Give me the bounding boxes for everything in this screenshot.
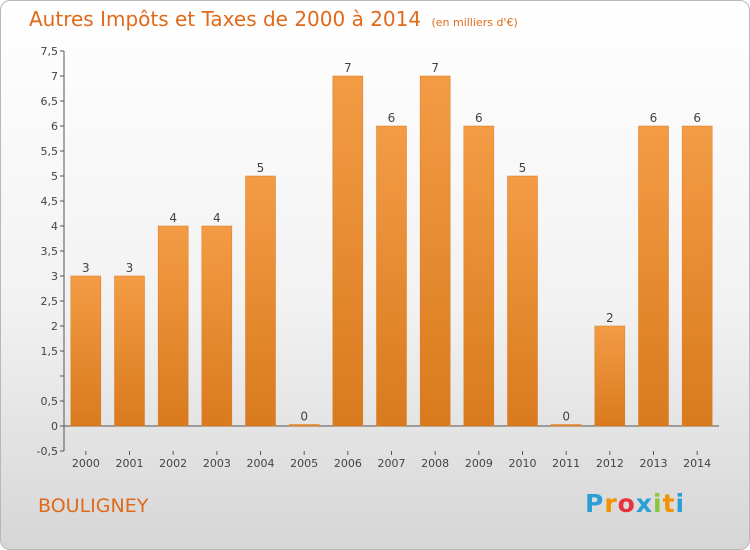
y-tick-label: 1,5	[41, 345, 59, 358]
value-label-2000: 3	[82, 261, 90, 275]
x-tick-label: 2003	[203, 457, 231, 470]
x-tick-label: 2008	[421, 457, 449, 470]
x-tick-label: 2011	[552, 457, 580, 470]
logo-letter: i	[675, 489, 686, 518]
bar-2013	[638, 125, 669, 427]
bar-2009	[463, 125, 495, 427]
bar-2010	[507, 175, 538, 427]
logo-letter: P	[585, 489, 605, 518]
value-label-2003: 4	[213, 211, 221, 225]
x-tick-label: 2010	[509, 457, 537, 470]
logo-letter: i	[653, 489, 663, 518]
value-label-2012: 2	[606, 311, 614, 325]
chart-title: Autres Impôts et Taxes de 2000 à 2014 (e…	[29, 7, 518, 31]
x-tick-label: 2001	[116, 457, 144, 470]
value-label-2011: 0	[562, 410, 570, 424]
bar-2007	[376, 125, 407, 427]
bar-2004	[245, 175, 276, 427]
y-tick-label: 4,5	[41, 195, 59, 208]
bar-2006	[332, 75, 364, 427]
logo-letter: x	[635, 489, 653, 518]
value-label-2001: 3	[126, 261, 134, 275]
y-tick-label: 0,5	[41, 395, 59, 408]
value-label-2013: 6	[650, 111, 658, 125]
x-tick-label: 2006	[334, 457, 362, 470]
y-tick-label: -0,5	[37, 445, 58, 458]
y-tick-label: 5,5	[41, 145, 59, 158]
bar-2008	[419, 75, 451, 427]
logo-letter: t	[662, 489, 676, 518]
bar-2001	[114, 275, 145, 427]
y-tick-label: 5	[51, 170, 58, 183]
place-name: BOULIGNEY	[38, 495, 149, 517]
y-tick-label: 2,5	[41, 295, 59, 308]
x-tick-label: 2005	[290, 457, 318, 470]
y-tick-label: 7,5	[41, 45, 59, 58]
x-tick-label: 2000	[72, 457, 100, 470]
bar-2005	[288, 424, 320, 427]
y-tick-label: 6	[51, 120, 58, 133]
x-tick-label: 2007	[378, 457, 406, 470]
bar-2012	[594, 325, 626, 427]
y-tick-label: 6,5	[41, 95, 59, 108]
value-label-2010: 5	[519, 161, 527, 175]
value-label-2006: 7	[344, 61, 352, 75]
proxiti-logo: Proxiti	[585, 489, 685, 518]
bar-2000	[70, 275, 102, 427]
x-tick-label: 2009	[465, 457, 493, 470]
x-tick-label: 2013	[640, 457, 668, 470]
x-tick-label: 2004	[247, 457, 275, 470]
bar-2002	[157, 225, 189, 427]
logo-letter: r	[604, 489, 618, 518]
chart-axes: -0,5 0 0,5 1,5 2 2,5 3 3,5 4 4,5 5 5,5 6 6,5 7 7,5 2000 2…	[37, 45, 719, 470]
chart-title-text: Autres Impôts et Taxes de 2000 à 2014	[29, 7, 422, 31]
value-label-2004: 5	[257, 161, 265, 175]
value-label-2014: 6	[693, 111, 701, 125]
bar-2014	[681, 125, 713, 427]
x-tick-label: 2014	[683, 457, 711, 470]
y-tick-label: 3,5	[41, 245, 59, 258]
value-label-2002: 4	[169, 211, 177, 225]
value-label-2007: 6	[388, 111, 396, 125]
chart-bars	[70, 75, 713, 427]
y-tick-label: 0	[51, 420, 58, 433]
chart-value-labels: 3 3 4 4 5 0 7 6 7 6 5 0 2 6 6	[82, 61, 701, 424]
value-label-2008: 7	[431, 61, 439, 75]
y-tick-label: 3	[51, 270, 58, 283]
bar-2003	[201, 225, 233, 427]
bar-2011	[550, 424, 582, 427]
x-tick-label: 2012	[596, 457, 624, 470]
chart-unit: (en milliers d'€)	[431, 16, 518, 29]
x-tick-label: 2002	[159, 457, 187, 470]
y-tick-label: 2	[51, 320, 58, 333]
value-label-2005: 0	[300, 410, 308, 424]
y-tick-label: 7	[51, 70, 58, 83]
value-label-2009: 6	[475, 111, 483, 125]
logo-letter: o	[617, 489, 636, 518]
y-tick-label: 4	[51, 220, 58, 233]
